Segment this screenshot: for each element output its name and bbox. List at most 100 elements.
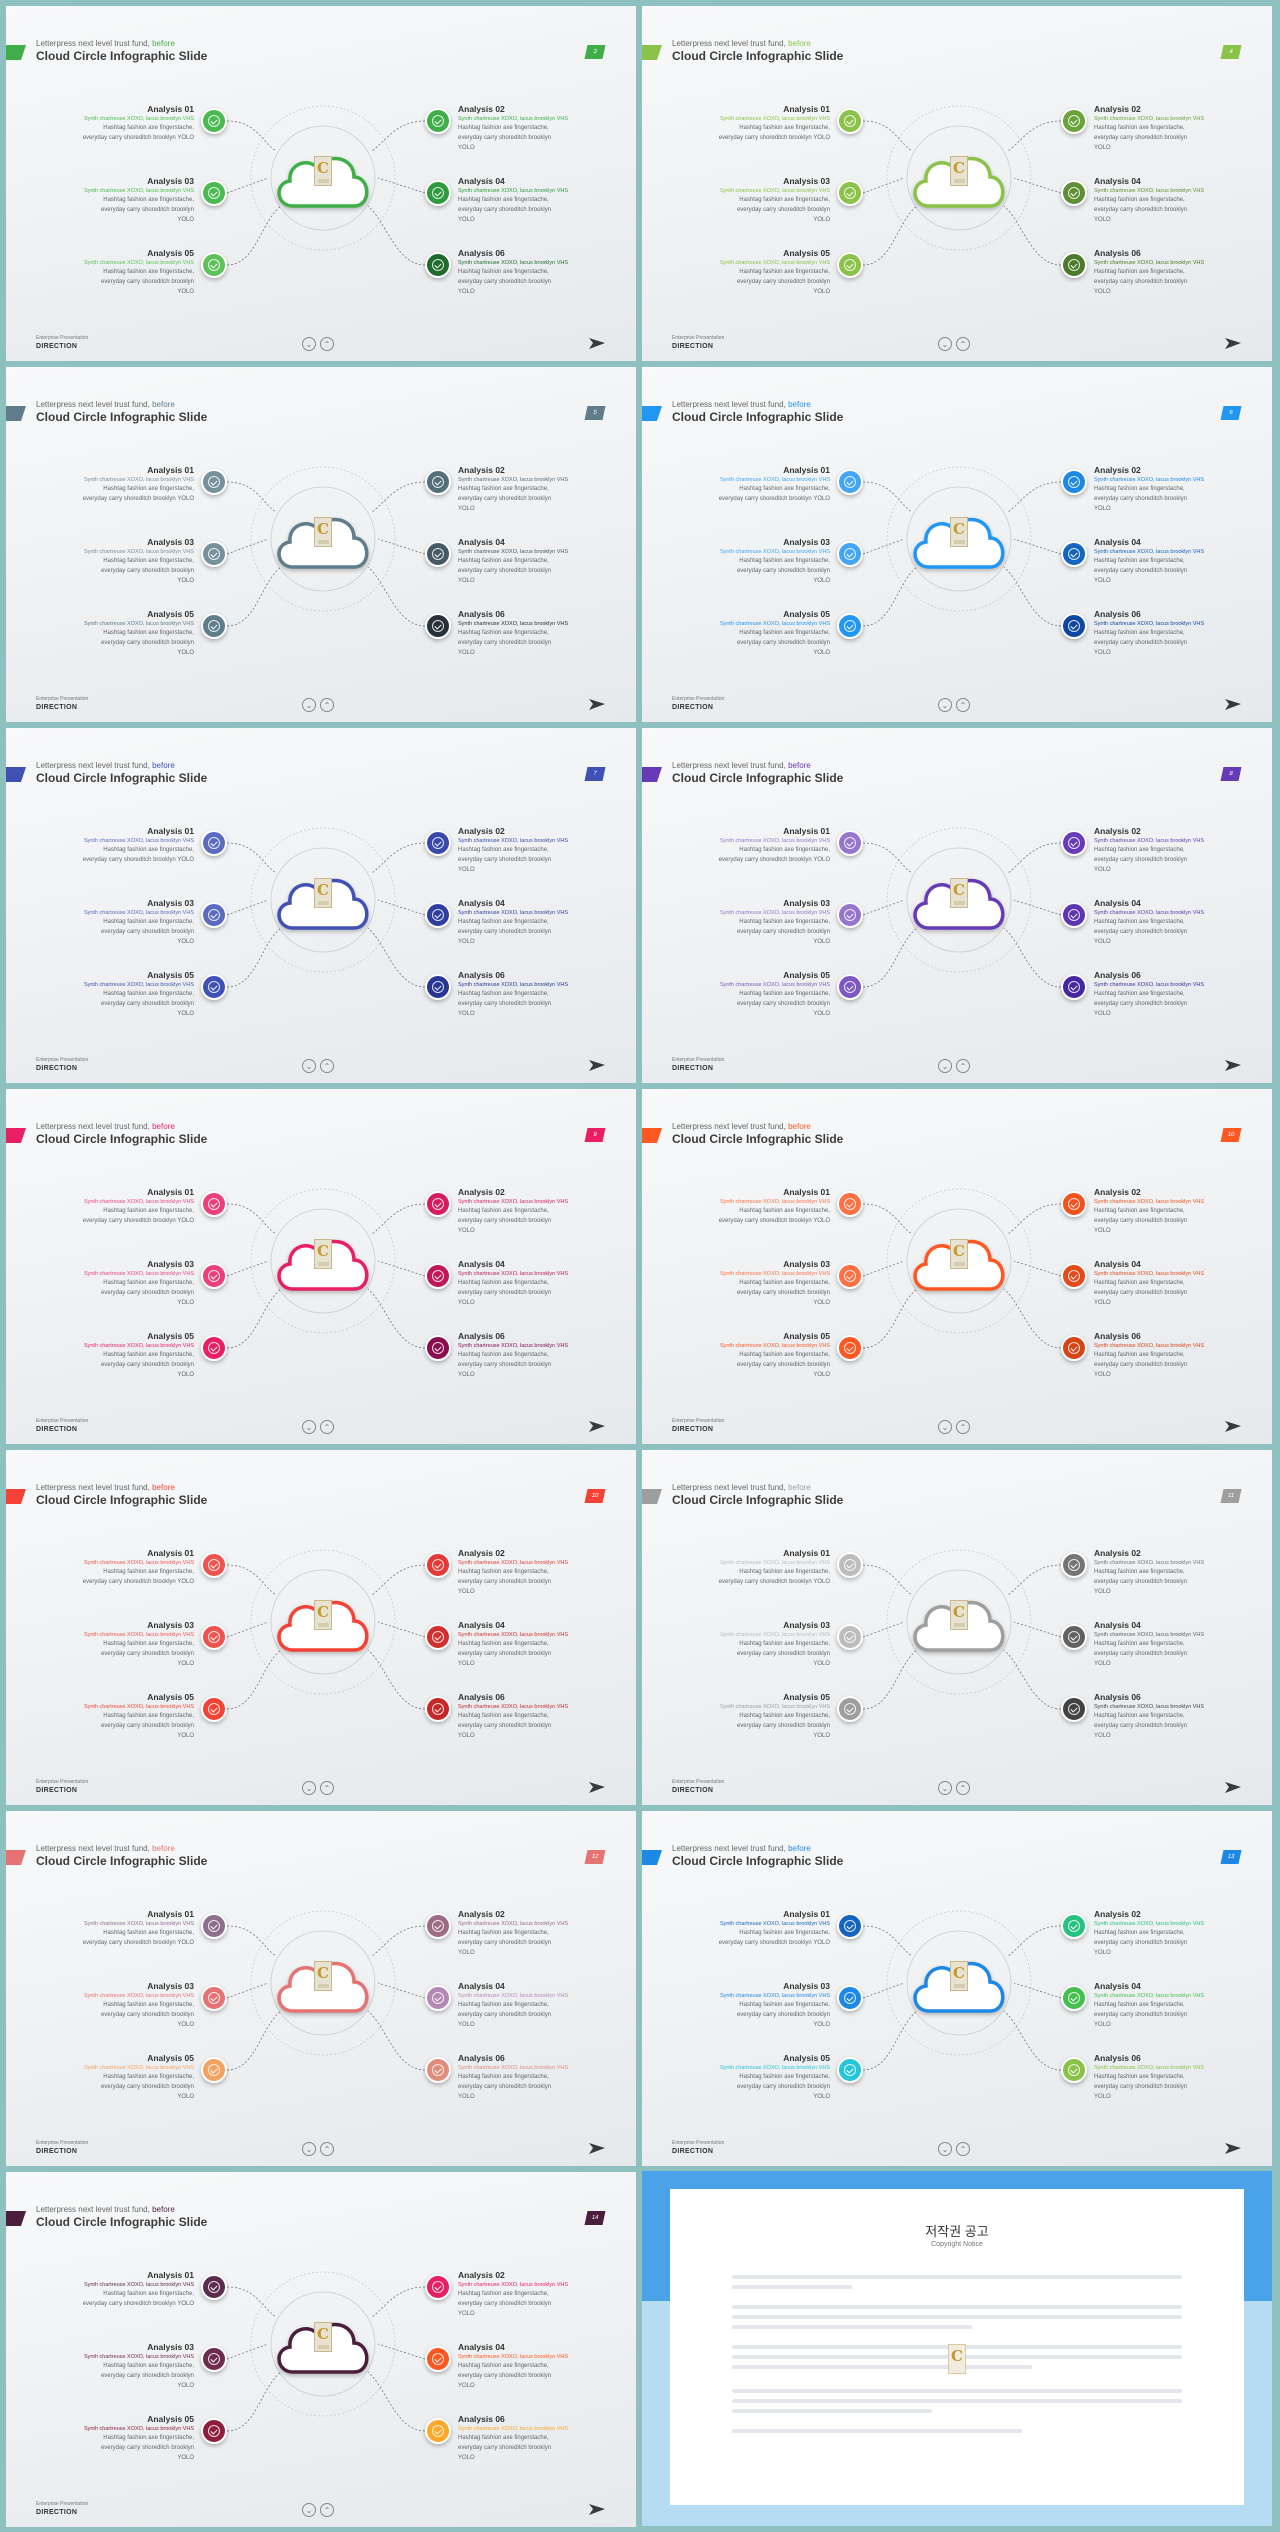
prev-button[interactable]: ⌄	[302, 1420, 316, 1434]
analysis-check-node[interactable]	[201, 469, 227, 495]
analysis-check-node[interactable]	[425, 1985, 451, 2011]
send-arrow-icon[interactable]	[588, 2140, 606, 2156]
analysis-check-node[interactable]	[201, 830, 227, 856]
analysis-check-node[interactable]	[1061, 1985, 1087, 2011]
send-arrow-icon[interactable]	[588, 335, 606, 351]
analysis-check-node[interactable]	[1061, 1335, 1087, 1361]
next-button[interactable]: ⌃	[320, 1781, 334, 1795]
analysis-check-node[interactable]	[1061, 108, 1087, 134]
analysis-check-node[interactable]	[201, 1624, 227, 1650]
send-arrow-icon[interactable]	[1224, 2140, 1242, 2156]
analysis-check-node[interactable]	[201, 2346, 227, 2372]
prev-button[interactable]: ⌄	[302, 2142, 316, 2156]
prev-button[interactable]: ⌄	[938, 2142, 952, 2156]
analysis-check-node[interactable]	[837, 180, 863, 206]
analysis-check-node[interactable]	[425, 1263, 451, 1289]
analysis-check-node[interactable]	[1061, 613, 1087, 639]
analysis-check-node[interactable]	[425, 108, 451, 134]
analysis-check-node[interactable]	[425, 1552, 451, 1578]
analysis-check-node[interactable]	[425, 2057, 451, 2083]
analysis-check-node[interactable]	[425, 180, 451, 206]
next-button[interactable]: ⌃	[956, 1781, 970, 1795]
send-arrow-icon[interactable]	[1224, 1057, 1242, 1073]
analysis-check-node[interactable]	[201, 1263, 227, 1289]
analysis-check-node[interactable]	[837, 1191, 863, 1217]
next-button[interactable]: ⌃	[320, 2142, 334, 2156]
analysis-check-node[interactable]	[837, 469, 863, 495]
prev-button[interactable]: ⌄	[938, 337, 952, 351]
analysis-check-node[interactable]	[201, 902, 227, 928]
analysis-check-node[interactable]	[1061, 541, 1087, 567]
analysis-check-node[interactable]	[425, 1913, 451, 1939]
analysis-check-node[interactable]	[425, 830, 451, 856]
analysis-check-node[interactable]	[837, 1263, 863, 1289]
analysis-check-node[interactable]	[425, 1624, 451, 1650]
analysis-check-node[interactable]	[201, 108, 227, 134]
next-button[interactable]: ⌃	[956, 1059, 970, 1073]
prev-button[interactable]: ⌄	[938, 1420, 952, 1434]
send-arrow-icon[interactable]	[588, 1779, 606, 1795]
analysis-check-node[interactable]	[837, 1552, 863, 1578]
analysis-check-node[interactable]	[837, 974, 863, 1000]
prev-button[interactable]: ⌄	[302, 337, 316, 351]
analysis-check-node[interactable]	[425, 1191, 451, 1217]
analysis-check-node[interactable]	[1061, 902, 1087, 928]
analysis-check-node[interactable]	[201, 2418, 227, 2444]
analysis-check-node[interactable]	[201, 1913, 227, 1939]
analysis-check-node[interactable]	[1061, 1263, 1087, 1289]
analysis-check-node[interactable]	[201, 1696, 227, 1722]
analysis-check-node[interactable]	[201, 1985, 227, 2011]
analysis-check-node[interactable]	[425, 2274, 451, 2300]
analysis-check-node[interactable]	[1061, 1191, 1087, 1217]
analysis-check-node[interactable]	[425, 252, 451, 278]
analysis-check-node[interactable]	[837, 1913, 863, 1939]
analysis-check-node[interactable]	[425, 2346, 451, 2372]
analysis-check-node[interactable]	[837, 2057, 863, 2083]
analysis-check-node[interactable]	[837, 541, 863, 567]
next-button[interactable]: ⌃	[956, 337, 970, 351]
analysis-check-node[interactable]	[837, 1696, 863, 1722]
next-button[interactable]: ⌃	[956, 698, 970, 712]
prev-button[interactable]: ⌄	[302, 2503, 316, 2517]
send-arrow-icon[interactable]	[1224, 1779, 1242, 1795]
send-arrow-icon[interactable]	[588, 1057, 606, 1073]
analysis-check-node[interactable]	[425, 1335, 451, 1361]
prev-button[interactable]: ⌄	[302, 698, 316, 712]
next-button[interactable]: ⌃	[956, 1420, 970, 1434]
analysis-check-node[interactable]	[425, 541, 451, 567]
analysis-check-node[interactable]	[1061, 180, 1087, 206]
send-arrow-icon[interactable]	[588, 696, 606, 712]
send-arrow-icon[interactable]	[588, 2501, 606, 2517]
next-button[interactable]: ⌃	[320, 1420, 334, 1434]
analysis-check-node[interactable]	[425, 2418, 451, 2444]
analysis-check-node[interactable]	[1061, 469, 1087, 495]
analysis-check-node[interactable]	[425, 1696, 451, 1722]
analysis-check-node[interactable]	[425, 469, 451, 495]
send-arrow-icon[interactable]	[1224, 696, 1242, 712]
analysis-check-node[interactable]	[1061, 974, 1087, 1000]
analysis-check-node[interactable]	[1061, 1552, 1087, 1578]
analysis-check-node[interactable]	[201, 1191, 227, 1217]
analysis-check-node[interactable]	[1061, 1913, 1087, 1939]
analysis-check-node[interactable]	[425, 974, 451, 1000]
analysis-check-node[interactable]	[201, 180, 227, 206]
send-arrow-icon[interactable]	[588, 1418, 606, 1434]
analysis-check-node[interactable]	[1061, 2057, 1087, 2083]
analysis-check-node[interactable]	[201, 252, 227, 278]
analysis-check-node[interactable]	[201, 1335, 227, 1361]
prev-button[interactable]: ⌄	[302, 1059, 316, 1073]
analysis-check-node[interactable]	[837, 1624, 863, 1650]
analysis-check-node[interactable]	[1061, 1624, 1087, 1650]
next-button[interactable]: ⌃	[320, 1059, 334, 1073]
prev-button[interactable]: ⌄	[938, 698, 952, 712]
analysis-check-node[interactable]	[837, 252, 863, 278]
next-button[interactable]: ⌃	[320, 2503, 334, 2517]
analysis-check-node[interactable]	[201, 541, 227, 567]
analysis-check-node[interactable]	[425, 613, 451, 639]
analysis-check-node[interactable]	[1061, 830, 1087, 856]
analysis-check-node[interactable]	[837, 902, 863, 928]
next-button[interactable]: ⌃	[956, 2142, 970, 2156]
analysis-check-node[interactable]	[1061, 252, 1087, 278]
analysis-check-node[interactable]	[201, 2274, 227, 2300]
send-arrow-icon[interactable]	[1224, 335, 1242, 351]
